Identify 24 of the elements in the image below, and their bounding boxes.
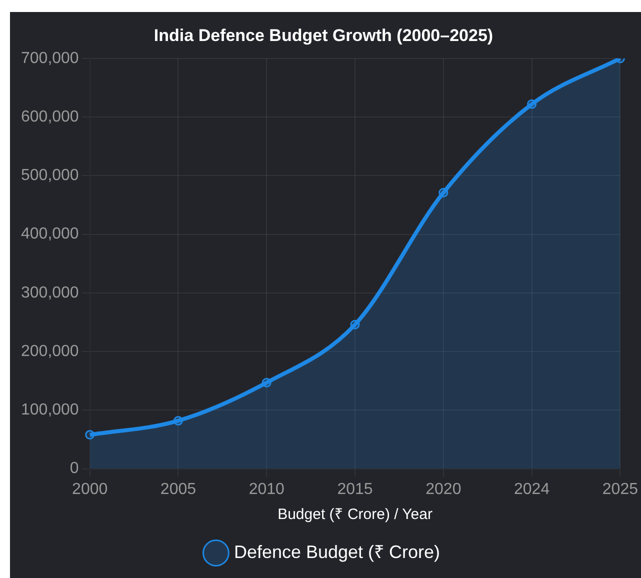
y-tick-label: 100,000 xyxy=(20,402,79,419)
x-tick-label: 2005 xyxy=(160,480,196,498)
point xyxy=(527,99,537,109)
x-tick-label: 2010 xyxy=(248,480,285,498)
x-tick-label: 2024 xyxy=(514,480,550,498)
y-tick-label: 400,000 xyxy=(20,226,79,243)
x-tick-label: 2025 xyxy=(602,480,638,498)
y-tick-label: 600,000 xyxy=(20,108,79,126)
point xyxy=(85,430,95,440)
point xyxy=(350,320,360,330)
legend-label: Defence Budget (₹ Crore) xyxy=(234,542,440,562)
chart-title: India Defence Budget Growth (2000–2025) xyxy=(154,26,494,45)
point xyxy=(173,416,183,426)
y-tick-label: 200,000 xyxy=(20,342,79,360)
point xyxy=(438,188,448,198)
y-tick-label: 0 xyxy=(70,460,79,478)
x-tick-label: 2020 xyxy=(426,480,462,498)
y-tick-label: 500,000 xyxy=(20,167,79,184)
y-tick-label: 700,000 xyxy=(20,50,79,67)
point xyxy=(262,378,272,388)
x-tick-label: 2000 xyxy=(72,480,108,498)
x-tick-label: 2015 xyxy=(337,480,373,498)
y-tick-label: 300,000 xyxy=(20,284,79,302)
x-axis-title: Budget (₹ Crore) / Year xyxy=(278,506,432,524)
